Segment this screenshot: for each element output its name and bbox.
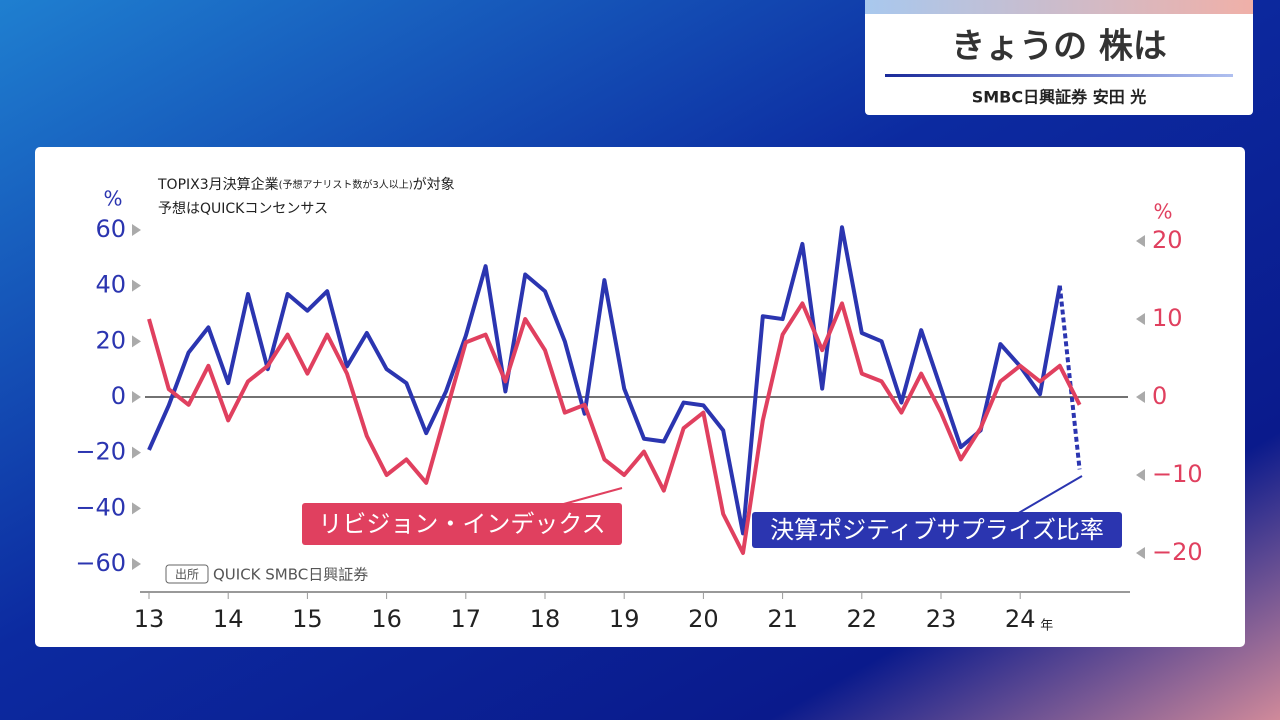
y2-axis-unit: % xyxy=(1153,200,1172,224)
x-tick-label: 20 xyxy=(688,605,719,633)
y2-tick-label: −10 xyxy=(1152,460,1203,488)
y-tick-mark xyxy=(132,391,141,403)
header-strip xyxy=(865,0,1253,14)
series-label-box xyxy=(302,503,622,545)
header-rule xyxy=(885,74,1233,77)
x-tick-label: 13 xyxy=(134,605,165,633)
series-line xyxy=(147,225,1062,536)
y-tick-mark xyxy=(132,335,141,348)
y-tick-mark xyxy=(132,224,141,236)
y-tick-label: −40 xyxy=(75,493,126,521)
subtitle-part: TOPIX3月決算企業 xyxy=(157,176,279,193)
header-title: きょうの 株は xyxy=(951,27,1167,67)
x-tick-label: 24 xyxy=(1005,605,1036,633)
y-tick-mark xyxy=(132,558,141,570)
subtitle-part: が対象 xyxy=(413,177,455,193)
series-line-dashed xyxy=(1057,285,1082,470)
y2-tick-label: 0 xyxy=(1152,382,1167,410)
y-tick-mark xyxy=(132,446,141,459)
header-box xyxy=(865,0,1253,115)
y2-tick-label: −20 xyxy=(1152,538,1203,566)
y2-tick-label: 20 xyxy=(1152,226,1183,254)
x-tick-label: 17 xyxy=(451,605,482,633)
x-tick-label: 16 xyxy=(371,605,402,633)
header-byline: SMBC日興証券 安田 光 xyxy=(972,88,1147,107)
source-tag: 出所 xyxy=(175,568,199,582)
label-pointer xyxy=(559,487,623,506)
x-tick-label: 22 xyxy=(847,605,878,633)
chart-subtitle-2: 予想はQUICKコンセンサス xyxy=(158,201,328,217)
series-label: 決算ポジティブサプライズ比率 xyxy=(770,516,1104,544)
y-tick-label: 20 xyxy=(95,326,126,354)
x-tick-label: 18 xyxy=(530,605,561,633)
series-line xyxy=(147,301,1082,555)
y-axis-unit: % xyxy=(103,187,122,211)
label-pointer xyxy=(1009,475,1083,519)
y2-tick-mark xyxy=(1136,235,1145,247)
y-tick-label: 60 xyxy=(95,215,126,243)
y-tick-label: 0 xyxy=(111,382,126,410)
x-tick-label: 21 xyxy=(767,605,798,633)
x-tick-label: 15 xyxy=(292,605,323,633)
x-tick-label: 14 xyxy=(213,605,244,633)
subtitle-part: (予想アナリスト数が3人以上) xyxy=(279,178,413,191)
y-tick-label: −20 xyxy=(75,438,126,466)
x-tick-label: 23 xyxy=(926,605,957,633)
series-label: リビジョン・インデックス xyxy=(318,510,605,538)
y-tick-label: −60 xyxy=(75,549,126,577)
y2-tick-mark xyxy=(1136,469,1145,481)
source: QUICK SMBC日興証券 xyxy=(213,566,368,584)
y-tick-mark xyxy=(132,279,141,292)
y2-tick-mark xyxy=(1136,313,1145,325)
y-tick-mark xyxy=(132,502,141,515)
y2-tick-label: 10 xyxy=(1152,304,1183,332)
source-tag-box xyxy=(165,564,209,584)
y2-tick-mark xyxy=(1136,547,1145,559)
chart-subtitle: TOPIX3月決算企業(予想アナリスト数が3人以上)が対象 xyxy=(157,176,455,193)
y2-tick-mark xyxy=(1136,391,1145,403)
x-tick-label: 19 xyxy=(609,605,640,633)
series-label-box xyxy=(752,512,1122,548)
x-axis-unit: 年 xyxy=(1040,619,1053,634)
y-tick-label: 40 xyxy=(95,271,126,299)
